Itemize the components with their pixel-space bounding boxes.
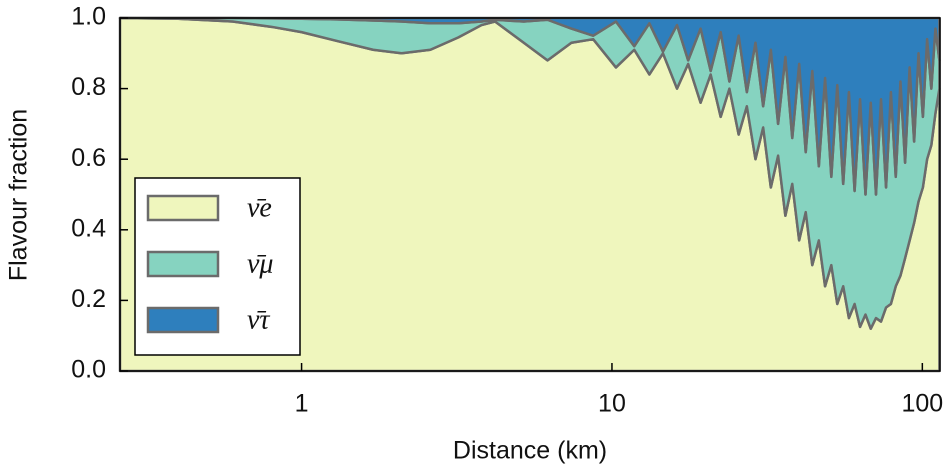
y-tick-label: 0.6 [71,144,106,172]
legend-label: ν̄τ [247,304,270,335]
legend-label: ν̄μ [247,248,273,279]
legend-swatch [146,306,220,334]
x-tick-label: 100 [901,390,943,418]
legend-swatch [146,194,220,222]
legend-label: ν̄e [247,192,272,223]
x-tick-label: 10 [598,390,626,418]
y-tick-label: 0.4 [71,214,106,242]
y-tick-label: 1.0 [71,3,106,31]
y-tick-label: 0.0 [71,356,106,384]
y-axis-label: Flavour fraction [5,109,33,281]
y-tick-label: 0.8 [71,73,106,101]
plot-frame [119,17,941,372]
legend-swatch [146,250,220,278]
y-tick-label: 0.2 [71,285,106,313]
x-axis-label: Distance (km) [453,437,607,465]
x-tick-label: 1 [295,390,309,418]
